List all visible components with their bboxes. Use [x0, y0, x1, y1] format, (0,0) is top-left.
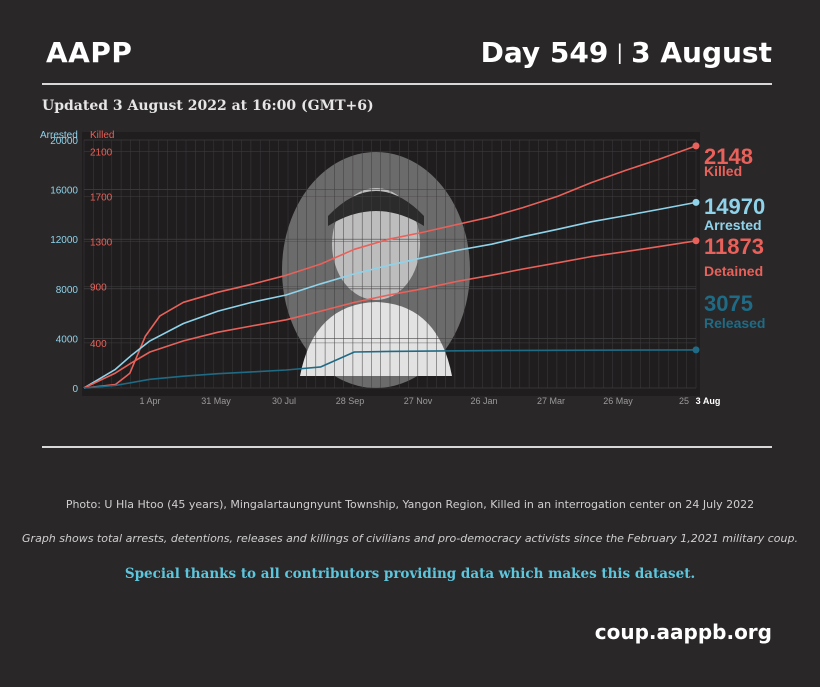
x-tick-label: 1 Apr: [139, 396, 160, 406]
left-tick-label: 16000: [50, 186, 78, 197]
killed-tick-label: 900: [90, 283, 107, 294]
released-name-label: Released: [704, 315, 765, 331]
detained-value-label: 11873: [704, 234, 764, 259]
photo-credit: Photo: U Hla Htoo (45 years), Mingalarta…: [65, 498, 755, 511]
x-tick-label: 31 May: [201, 396, 231, 406]
left-axis-title: Arrested: [40, 130, 78, 141]
killed-tick-label: 2100: [90, 147, 113, 158]
bottom-divider: [42, 446, 772, 448]
released-value-label: 3075: [704, 291, 753, 316]
day-date-heading: Day 549 | 3 August: [481, 36, 772, 69]
killed-tick-label: 400: [90, 339, 107, 350]
brand-title: AAPP: [46, 36, 133, 69]
detained-end-marker: [692, 237, 700, 245]
killed-line: [83, 145, 697, 389]
killed-tick-label: 1300: [90, 237, 113, 248]
x-tick-label: 3 Aug: [696, 396, 721, 406]
graph-note: Graph shows total arrests, detentions, r…: [22, 532, 798, 545]
x-tick-label: 26 May: [603, 396, 633, 406]
left-tick-label: 20000: [50, 136, 78, 147]
x-tick-label: 25: [679, 396, 689, 406]
left-tick-label: 0: [72, 384, 78, 395]
left-tick-label: 12000: [50, 235, 78, 246]
top-divider: [42, 83, 772, 85]
arrested-name-label: Arrested: [704, 217, 762, 233]
website-link[interactable]: coup.aappb.org: [594, 620, 772, 644]
arrested-end-marker: [692, 198, 700, 206]
killed-value-label: 2148: [704, 144, 753, 169]
released-end-marker: [692, 346, 700, 354]
thanks-note: Special thanks to all contributors provi…: [124, 566, 696, 582]
x-tick-label: 27 Nov: [404, 396, 433, 406]
detained-name-label: Detained: [704, 263, 763, 279]
x-tick-label: 26 Jan: [470, 396, 497, 406]
arrested-value-label: 14970: [704, 194, 765, 219]
left-tick-label: 4000: [56, 334, 79, 345]
updated-timestamp: Updated 3 August 2022 at 16:00 (GMT+6): [42, 98, 374, 114]
killed-tick-label: 1700: [90, 192, 113, 203]
day-count: Day 549: [480, 36, 609, 69]
arrested-line: [83, 201, 697, 389]
killed-name-label: Killed: [704, 163, 742, 179]
x-tick-label: 28 Sep: [336, 396, 365, 406]
x-tick-label: 27 Mar: [537, 396, 565, 406]
x-tick-label: 30 Jul: [272, 396, 296, 406]
detained-line: [83, 240, 697, 389]
killed-end-marker: [692, 142, 700, 150]
left-tick-label: 8000: [56, 285, 79, 296]
date-label: 3 August: [631, 36, 772, 69]
portrait-photo: [282, 152, 470, 388]
heading-separator: |: [616, 40, 624, 64]
right-axis-title: Killed: [90, 130, 114, 141]
released-line: [83, 349, 697, 389]
cumulative-chart: Arrested Killed 0 4000 8000 12000 16000 20000 40…: [40, 130, 765, 406]
